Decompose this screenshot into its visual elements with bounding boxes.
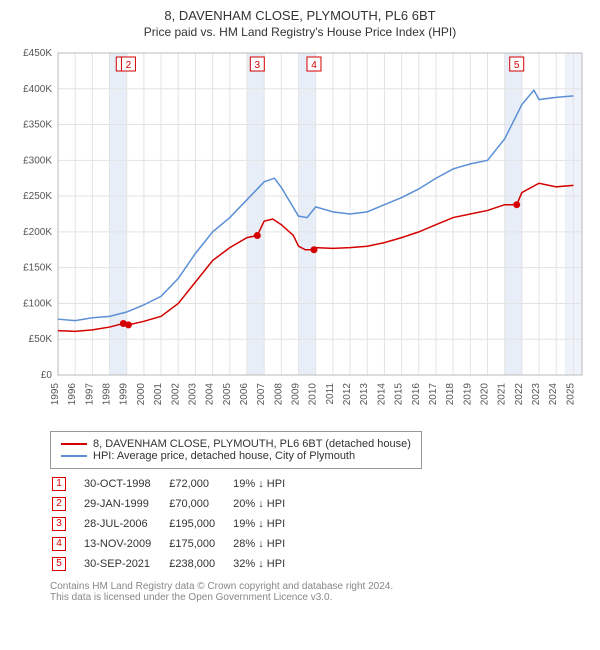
svg-text:2006: 2006: [239, 383, 250, 406]
table-row: 1 30-OCT-1998£72,00019% ↓ HPI: [52, 475, 301, 493]
footer-line: Contains HM Land Registry data © Crown c…: [50, 581, 590, 592]
page-subtitle: Price paid vs. HM Land Registry's House …: [10, 25, 590, 39]
legend-label: 8, DAVENHAM CLOSE, PLYMOUTH, PL6 6BT (de…: [93, 438, 411, 450]
svg-text:2003: 2003: [187, 383, 198, 406]
svg-text:£300K: £300K: [23, 155, 52, 166]
svg-text:£0: £0: [41, 370, 53, 381]
svg-text:£200K: £200K: [23, 227, 52, 238]
sale-delta: 32% ↓ HPI: [233, 555, 301, 573]
svg-text:£450K: £450K: [23, 48, 52, 59]
sale-delta: 19% ↓ HPI: [233, 475, 301, 493]
svg-text:2011: 2011: [325, 383, 336, 405]
svg-text:£250K: £250K: [23, 191, 52, 202]
sale-date: 28-JUL-2006: [84, 515, 167, 533]
svg-text:2020: 2020: [480, 383, 491, 406]
svg-text:1998: 1998: [102, 383, 113, 406]
svg-text:2017: 2017: [428, 383, 439, 406]
svg-text:2013: 2013: [359, 383, 370, 406]
sale-price: £238,000: [169, 555, 231, 573]
svg-text:2018: 2018: [445, 383, 456, 406]
svg-text:2002: 2002: [170, 383, 181, 406]
svg-text:£50K: £50K: [29, 334, 53, 345]
sale-delta: 28% ↓ HPI: [233, 535, 301, 553]
price-chart: £0 £50K £100K £150K £200K £250K £300K £350K £400…: [10, 45, 590, 425]
legend-swatch: [61, 455, 87, 457]
table-row: 5 30-SEP-2021£238,00032% ↓ HPI: [52, 555, 301, 573]
svg-text:1995: 1995: [50, 383, 61, 406]
svg-text:2024: 2024: [548, 383, 559, 406]
table-row: 2 29-JAN-1999£70,00020% ↓ HPI: [52, 495, 301, 513]
svg-text:2: 2: [126, 60, 132, 71]
svg-text:2023: 2023: [531, 383, 542, 406]
svg-text:5: 5: [514, 60, 520, 71]
legend-row: HPI: Average price, detached house, City…: [61, 450, 411, 462]
svg-text:1999: 1999: [119, 383, 130, 406]
svg-text:2007: 2007: [256, 383, 267, 406]
svg-text:£100K: £100K: [23, 298, 52, 309]
svg-text:2001: 2001: [153, 383, 164, 406]
svg-text:£350K: £350K: [23, 120, 52, 131]
footer-attribution: Contains HM Land Registry data © Crown c…: [50, 581, 590, 603]
table-row: 3 28-JUL-2006£195,00019% ↓ HPI: [52, 515, 301, 533]
svg-text:2008: 2008: [273, 383, 284, 406]
svg-text:£400K: £400K: [23, 84, 52, 95]
sale-price: £175,000: [169, 535, 231, 553]
sale-date: 29-JAN-1999: [84, 495, 167, 513]
svg-text:2010: 2010: [308, 383, 319, 406]
svg-text:2014: 2014: [376, 383, 387, 406]
sale-date: 30-SEP-2021: [84, 555, 167, 573]
table-row: 4 13-NOV-2009£175,00028% ↓ HPI: [52, 535, 301, 553]
sale-delta: 20% ↓ HPI: [233, 495, 301, 513]
legend-label: HPI: Average price, detached house, City…: [93, 450, 355, 462]
svg-text:2004: 2004: [205, 383, 216, 406]
sale-price: £72,000: [169, 475, 231, 493]
svg-text:2009: 2009: [291, 383, 302, 406]
sale-delta: 19% ↓ HPI: [233, 515, 301, 533]
svg-text:2021: 2021: [497, 383, 508, 406]
legend-swatch: [61, 443, 87, 445]
svg-text:4: 4: [311, 60, 317, 71]
sale-marker-box: 4: [52, 537, 66, 551]
page-title: 8, DAVENHAM CLOSE, PLYMOUTH, PL6 6BT: [10, 8, 590, 23]
svg-text:2005: 2005: [222, 383, 233, 406]
svg-text:2000: 2000: [136, 383, 147, 406]
legend-row: 8, DAVENHAM CLOSE, PLYMOUTH, PL6 6BT (de…: [61, 438, 411, 450]
svg-text:2022: 2022: [514, 383, 525, 406]
svg-text:1996: 1996: [67, 383, 78, 406]
sales-table: 130-OCT-1998£72,00019% ↓ HPI229-JAN-1999…: [50, 473, 303, 575]
svg-text:2016: 2016: [411, 383, 422, 406]
sale-price: £195,000: [169, 515, 231, 533]
svg-text:3: 3: [255, 60, 261, 71]
svg-text:2015: 2015: [394, 383, 405, 406]
sale-marker-box: 3: [52, 517, 66, 531]
svg-text:2019: 2019: [462, 383, 473, 406]
sale-marker-box: 5: [52, 557, 66, 571]
sale-date: 13-NOV-2009: [84, 535, 167, 553]
sale-marker-box: 1: [52, 477, 66, 491]
legend: 8, DAVENHAM CLOSE, PLYMOUTH, PL6 6BT (de…: [50, 431, 422, 469]
svg-text:1997: 1997: [84, 383, 95, 406]
svg-text:2012: 2012: [342, 383, 353, 406]
svg-text:£150K: £150K: [23, 263, 52, 274]
sale-marker-box: 2: [52, 497, 66, 511]
sale-date: 30-OCT-1998: [84, 475, 167, 493]
sale-price: £70,000: [169, 495, 231, 513]
svg-text:2025: 2025: [565, 383, 576, 406]
footer-line: This data is licensed under the Open Gov…: [50, 592, 590, 603]
